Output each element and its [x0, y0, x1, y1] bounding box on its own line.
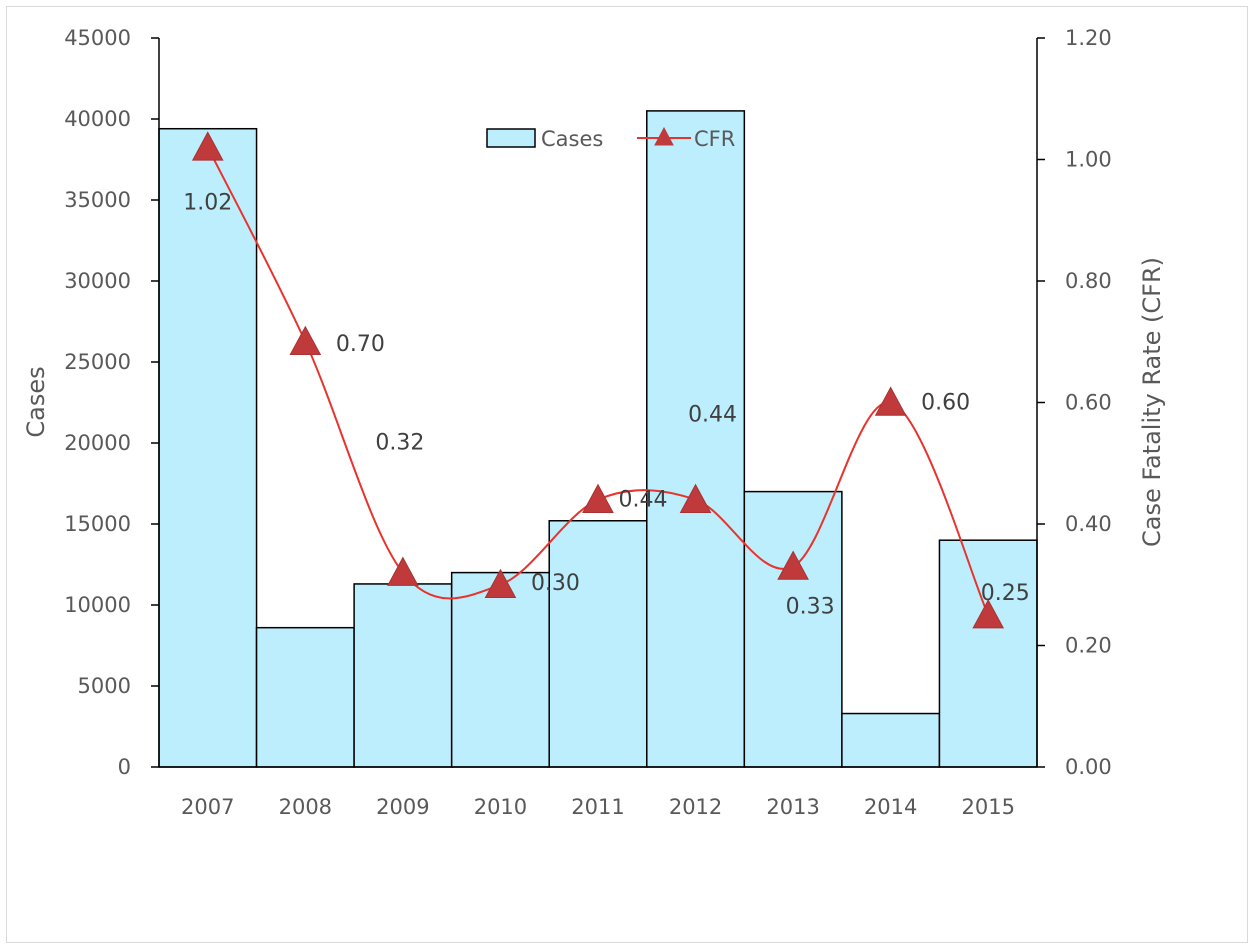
- x-tick-label: 2012: [669, 795, 722, 819]
- y-tick-label: 10000: [64, 593, 131, 617]
- bar-2015: [938, 539, 1038, 768]
- cfr-label-2015: 0.25: [981, 581, 1030, 606]
- cfr-label-2014: 0.60: [921, 391, 970, 416]
- y-axis-title: Cases: [22, 366, 50, 437]
- x-tick-label: 2007: [181, 795, 234, 819]
- legend-cfr-label: CFR: [694, 127, 735, 151]
- y-tick-label: 30000: [64, 269, 131, 293]
- cfr-label-2013: 0.33: [786, 595, 835, 620]
- cfr-marker-2008: [289, 325, 322, 355]
- cfr-marker-2011: [582, 483, 614, 513]
- y2-tick-label: 0.80: [1065, 269, 1112, 293]
- y2-axis-title: Case Fatality Rate (CFR): [1138, 257, 1166, 547]
- cfr-label-2010: 0.30: [531, 571, 580, 596]
- bar-2014: [841, 712, 941, 768]
- y2-tick-label: 0.20: [1065, 634, 1112, 658]
- cfr-marker-2013: [777, 550, 809, 580]
- bar-2011: [548, 520, 648, 768]
- y2-tick-label: 0.60: [1065, 391, 1112, 415]
- bar-2013: [743, 490, 843, 768]
- y-tick-label: 45000: [64, 26, 131, 50]
- y2-tick-label: 1.20: [1065, 26, 1112, 50]
- cfr-label-2009: 0.32: [375, 431, 424, 456]
- cfr-markers: [191, 131, 1005, 629]
- y-tick-label: 20000: [64, 431, 131, 455]
- y-tick-label: 5000: [78, 674, 131, 698]
- y-tick-label: 40000: [64, 107, 131, 131]
- cfr-label-2008: 0.70: [336, 332, 385, 357]
- cfr-label-2007: 1.02: [183, 190, 232, 215]
- cases-bars: [158, 110, 1038, 768]
- y-tick-label: 25000: [64, 350, 131, 374]
- cfr-data-labels: 1.02 0.70 0.32 0.30 0.44 0.44 0.33 0.60 0.25: [183, 190, 1029, 619]
- cfr-label-2012: 0.44: [688, 403, 737, 428]
- y-tick-label: 35000: [64, 188, 131, 212]
- y2-tick-label: 0.40: [1065, 512, 1112, 536]
- legend-cases-label: Cases: [541, 127, 603, 151]
- legend: Cases CFR: [486, 126, 735, 151]
- y2-tick-label: 1.00: [1065, 148, 1112, 172]
- cfr-marker-2015: [972, 599, 1005, 629]
- legend-cfr-marker: [654, 126, 674, 146]
- bar-2009: [353, 583, 453, 768]
- cfr-marker-2010: [484, 568, 517, 598]
- x-tick-label: 2011: [571, 795, 624, 819]
- x-tick-label: 2009: [376, 795, 429, 819]
- x-tick-label: 2013: [766, 795, 819, 819]
- cfr-marker-2009: [387, 556, 419, 586]
- y2-tick-label: 0.00: [1065, 755, 1112, 779]
- x-tick-label: 2010: [474, 795, 527, 819]
- cfr-marker-2012: [679, 483, 712, 513]
- cfr-label-2011: 0.44: [619, 488, 668, 513]
- cfr-marker-2007: [191, 131, 224, 161]
- y-tick-label: 0: [118, 755, 131, 779]
- bar-2010: [450, 571, 550, 768]
- bar-2007: [158, 127, 258, 768]
- bar-2008: [255, 626, 355, 768]
- axes: 0 5000 10000 15000 20000 25000 30000 35000 40000…: [64, 26, 1112, 819]
- bar-2012: [646, 110, 746, 768]
- cfr-marker-2014: [874, 386, 907, 416]
- x-tick-label: 2015: [961, 795, 1014, 819]
- legend-cases-swatch: [486, 128, 536, 148]
- y-tick-label: 15000: [64, 512, 131, 536]
- x-tick-label: 2008: [279, 795, 332, 819]
- x-tick-label: 2014: [864, 795, 917, 819]
